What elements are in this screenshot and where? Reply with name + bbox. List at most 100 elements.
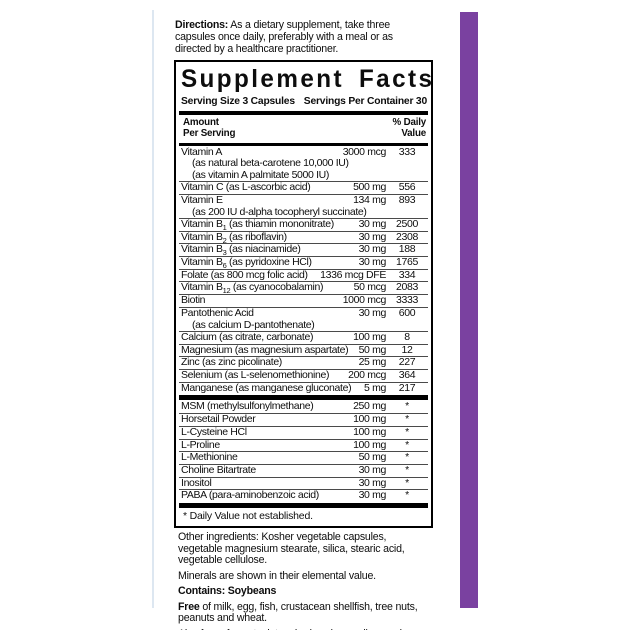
amount-header-line1: Amount	[183, 117, 219, 129]
nutrient-daily-value: 227	[398, 356, 416, 369]
nutrient-daily-value: *	[405, 489, 409, 502]
divider-bar-thick	[179, 503, 428, 509]
nutrient-amount: 50 mcg	[353, 281, 387, 294]
table-row: Vitamin C (as L-ascorbic acid) 500 mg 556	[179, 181, 428, 194]
nutrient-amount: 30 mg	[358, 243, 387, 256]
nutrient-name: Folate (as 800 mcg folic acid)	[181, 268, 308, 281]
nutrient-row: Selenium (as L-selenomethionine) 200 mcg 3…	[181, 369, 428, 382]
footer-paragraph: Contains: Soybeans	[178, 585, 277, 598]
nutrient-daily-value: 188	[398, 243, 416, 256]
nutrient-row: Vitamin B1 (as thiamin mononitrate) 30 mg…	[181, 217, 428, 232]
nutrient-amount: 100 mg	[353, 330, 386, 343]
nutrient-name: L-Methionine	[181, 451, 238, 464]
table-row: Manganese (as manganese gluconate) 5 mg 21…	[179, 381, 428, 395]
table-row: Folate (as 800 mcg folic acid) 1336 mcg D…	[179, 268, 428, 282]
supplement-facts-title: Supplement Facts	[180, 65, 435, 94]
left-guide-line	[152, 10, 154, 608]
nutrient-subline: (as calcium D-pantothenate)	[192, 318, 315, 331]
nutrient-daily-value: 333	[398, 145, 416, 158]
nutrient-name: L-Cysteine HCl	[181, 425, 247, 438]
divider-bar-thick	[179, 111, 428, 116]
nutrient-name: Vitamin B12 (as cyanocobalamin)	[181, 281, 324, 296]
amount-header-line2: Per Serving	[183, 127, 236, 139]
nutrient-name: Choline Bitartrate	[181, 463, 256, 476]
nutrient-daily-value: 334	[398, 268, 416, 281]
nutrient-name: MSM (methylsulfonylmethane)	[181, 400, 314, 413]
daily-value-header: % Daily Value	[392, 117, 427, 139]
nutrient-row: Biotin 1000 mcg 3333	[181, 294, 428, 307]
nutrient-amount: 30 mg	[358, 463, 387, 476]
table-row: Horsetail Powder 100 mg *	[179, 413, 428, 426]
nutrient-row: Vitamin B3 (as niacinamide) 30 mg 188	[181, 243, 428, 258]
serving-info-row: Serving Size 3 Capsules Servings Per Con…	[179, 94, 428, 111]
nutrient-daily-value: *	[405, 438, 409, 451]
nutrient-name: Magnesium (as magnesium aspartate)	[181, 343, 349, 356]
nutrient-daily-value: 8	[404, 330, 410, 343]
footer-paragraph: Other ingredients: Kosher vegetable caps…	[178, 531, 405, 567]
nutrient-daily-value: *	[405, 476, 409, 489]
serving-size: Serving Size 3 Capsules	[181, 96, 295, 108]
nutrient-subline: (as vitamin A palmitate 5000 IU)	[192, 168, 330, 181]
nutrient-row: Vitamin B12 (as cyanocobalamin) 50 mcg 208…	[181, 281, 428, 296]
dv-footnote: * Daily Value not established.	[183, 510, 313, 523]
nutrient-subline: (as natural beta-carotene 10,000 IU)	[192, 157, 349, 170]
nutrient-name: Inositol	[181, 476, 212, 489]
nutrient-amount: 30 mg	[358, 476, 387, 489]
nutrient-amount: 30 mg	[358, 230, 387, 243]
table-row: Vitamin B12 (as cyanocobalamin) 50 mcg 208…	[179, 281, 428, 296]
nutrient-name: Vitamin B3 (as niacinamide)	[181, 243, 301, 258]
nutrient-amount: 25 mg	[358, 356, 387, 369]
nutrient-amount: 100 mg	[353, 425, 386, 438]
divider-bar-medium	[179, 142, 428, 146]
label-content-column: Directions: As a dietary supplement, tak…	[174, 19, 435, 630]
nutrient-daily-value: *	[405, 413, 409, 426]
nutrient-amount: 200 mcg	[348, 369, 386, 382]
nutrient-amount: 500 mg	[353, 181, 386, 194]
nutrient-daily-value: *	[405, 425, 409, 438]
table-row: MSM (methylsulfonylmethane) 250 mg *	[179, 401, 428, 413]
nutrient-amount: 50 mg	[358, 343, 387, 356]
purple-accent-stripe	[460, 12, 478, 608]
footer-paragraph: Minerals are shown in their elemental va…	[178, 569, 376, 582]
footer-paragraph: Free of milk, egg, fish, crustacean shel…	[178, 600, 418, 625]
nutrient-name: Vitamin B1 (as thiamin mononitrate)	[181, 217, 334, 232]
supplement-facts-panel: Supplement Facts Serving Size 3 Capsules…	[174, 60, 435, 529]
dv-header-line1: % Daily	[392, 117, 427, 129]
nutrient-name: Selenium (as L-selenomethionine)	[181, 369, 330, 382]
nutrient-row: L-Methionine 50 mg *	[181, 452, 428, 464]
nutrient-row: Folate (as 800 mcg folic acid) 1336 mcg D…	[181, 268, 428, 282]
nutrient-name: Horsetail Powder	[181, 413, 256, 426]
nutrient-amount: 100 mg	[353, 438, 386, 451]
table-row: PABA (para-aminobenzoic acid) 30 mg *	[179, 489, 428, 502]
nutrient-row: Vitamin E 134 mg 893	[181, 193, 428, 207]
nutrient-name: Vitamin E	[181, 193, 223, 206]
nutrient-row: Vitamin A 3000 mcg 333	[181, 145, 428, 159]
table-row: Choline Bitartrate 30 mg *	[179, 463, 428, 477]
servings-per-container: Servings Per Container 30	[303, 96, 427, 108]
nutrient-daily-value: 3333	[396, 294, 418, 307]
nutrient-daily-value: *	[405, 451, 409, 464]
nutrient-row: Inositol 30 mg *	[181, 476, 428, 490]
nutrient-name: Vitamin C (as L-ascorbic acid)	[181, 181, 311, 194]
nutrient-name: PABA (para-aminobenzoic acid)	[181, 489, 319, 502]
amount-per-serving-header: Amount Per Serving	[183, 118, 235, 139]
table-row: Vitamin B2 (as riboflavin) 30 mg 2308	[179, 230, 428, 244]
nutrient-amount: 1336 mcg DFE	[320, 268, 386, 281]
nutrient-daily-value: 217	[398, 381, 416, 394]
directions-label: Directions:	[175, 19, 229, 31]
nutrient-daily-value: *	[405, 400, 409, 413]
table-row: Zinc (as zinc picolinate) 25 mg 227	[179, 356, 428, 369]
nutrient-daily-value: 2083	[396, 281, 418, 294]
nutrient-row: L-Cysteine HCl 100 mg *	[181, 425, 428, 439]
columns-header: Amount Per Serving % Daily Value	[179, 116, 428, 141]
nutrient-name: L-Proline	[181, 438, 220, 451]
nutrient-row: Calcium (as citrate, carbonate) 100 mg 8	[181, 330, 428, 344]
nutrient-daily-value: *	[405, 463, 409, 476]
dv-header-line2: Value	[401, 127, 426, 139]
table-row: Vitamin B1 (as thiamin mononitrate) 30 mg…	[179, 217, 428, 232]
nutrient-name: Vitamin B6 (as pyridoxine HCl)	[181, 256, 312, 271]
nutrient-daily-value: 12	[401, 343, 413, 356]
nutrient-amount: 30 mg	[358, 306, 387, 319]
nutrient-daily-value: 556	[398, 181, 416, 194]
nutrient-row: Vitamin B6 (as pyridoxine HCl) 30 mg 1765	[181, 256, 428, 271]
